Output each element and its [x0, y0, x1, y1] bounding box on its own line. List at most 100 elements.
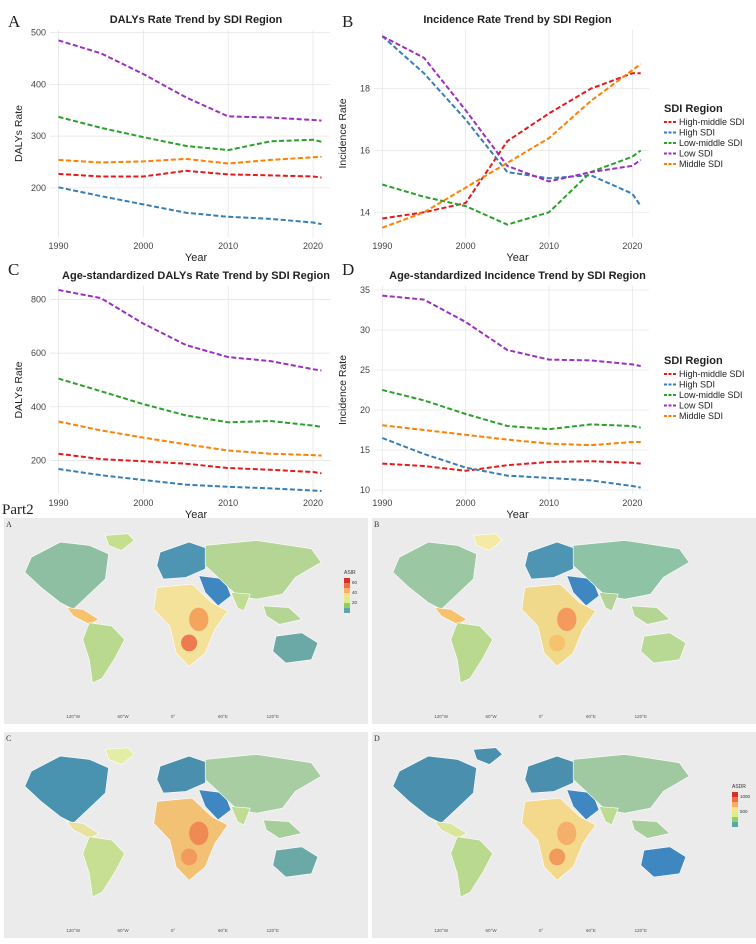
x-tick-label: 2010 — [539, 498, 559, 508]
continent-south-america — [82, 622, 126, 684]
scale-segment — [344, 593, 350, 598]
series-line-high-sdi — [58, 468, 322, 492]
southern-africa-hotspot — [549, 848, 566, 866]
scale-segment — [732, 817, 738, 822]
y-tick-label: 20 — [360, 405, 370, 415]
legend-entry: High SDI — [679, 128, 715, 138]
series-line-middle-sdi — [382, 424, 641, 447]
y-tick-label: 25 — [360, 365, 370, 375]
scale-title: ASDR — [732, 784, 746, 790]
continent-greenland — [104, 747, 135, 765]
longitude-tick: 120°E — [267, 928, 279, 933]
x-axis-label-a: Year — [185, 252, 208, 262]
legend-entry: Low-middle SDI — [679, 390, 743, 400]
chart-title-a: DALYs Rate Trend by SDI Region — [110, 14, 283, 26]
longitude-tick: 0° — [539, 928, 544, 933]
y-tick-label: 400 — [31, 79, 46, 89]
y-tick-label: 18 — [360, 84, 370, 94]
chart-d: 1990 2000 2010 2020 10 15 20 25 30 35 Age-standard… — [337, 270, 649, 520]
chart-b: 1990 2000 2010 2020 14 16 18 Incidence Rate Tre… — [337, 14, 649, 262]
x-tick-label: 2020 — [622, 498, 642, 508]
continent-europe — [524, 541, 577, 580]
y-tick-label: 400 — [31, 402, 46, 412]
scale-segment — [344, 583, 350, 588]
legend-entry: Low-middle SDI — [679, 138, 743, 148]
continent-south-asia — [230, 806, 251, 826]
x-tick-label: 1990 — [48, 498, 68, 508]
continent-north-america — [24, 541, 109, 610]
longitude-tick: 120°W — [434, 714, 448, 719]
chart-c: 1990 2000 2010 2020 200 400 600 800 Age-standard… — [13, 270, 330, 520]
chart-title-d: Age-standardized Incidence Trend by SDI … — [389, 270, 646, 282]
continent-south-asia — [598, 592, 619, 612]
y-tick-label: 30 — [360, 325, 370, 335]
continent-australia — [272, 632, 319, 664]
continent-europe — [156, 541, 209, 580]
legend-title: SDI Region — [664, 355, 723, 367]
y-tick-label: 14 — [360, 207, 370, 217]
series-line-low-middle-sdi — [382, 389, 641, 431]
scale-tick: 500 — [740, 809, 748, 814]
x-tick-label: 2000 — [456, 241, 476, 251]
chart-a: 1990 2000 2010 2020 200 300 400 500 DALYs Rate T… — [13, 14, 330, 262]
y-axis-label-c: DALYs Rate — [13, 361, 25, 418]
series-line-high-middle-sdi — [58, 452, 322, 475]
continent-greenland — [472, 533, 503, 551]
continent-north-america — [24, 755, 109, 824]
x-tick-label: 2010 — [539, 241, 559, 251]
series-line-middle-sdi — [58, 420, 322, 457]
longitude-tick: 60°E — [586, 714, 596, 719]
panel-letter-b: B — [342, 12, 354, 31]
panel-letter-a: A — [8, 12, 21, 31]
world-map-c: 120°W 60°W 0° 60°E 120°E — [24, 747, 322, 933]
scale-tick: 1000 — [740, 794, 751, 799]
scale-segment — [732, 792, 738, 797]
longitude-tick: 0° — [171, 714, 176, 719]
panel-letter-c: C — [8, 260, 20, 279]
continent-australia — [640, 632, 687, 664]
continent-asia — [204, 754, 322, 814]
continent-southeast-asia — [262, 819, 303, 839]
continent-south-asia — [598, 806, 619, 826]
map-letter-b: B — [374, 520, 380, 529]
longitude-tick: 120°W — [66, 714, 80, 719]
world-map-a: 120°W 60°W 0° 60°E 120°E ASIR 60 40 20 — [24, 533, 358, 719]
longitude-tick: 120°E — [635, 714, 647, 719]
series-line-middle-sdi — [58, 155, 322, 165]
series-line-high-sdi — [381, 35, 642, 207]
legend-entry: High SDI — [679, 380, 715, 390]
x-tick-label: 2020 — [622, 241, 642, 251]
map-letter-c: C — [6, 734, 12, 743]
longitude-tick: 60°E — [218, 714, 228, 719]
x-tick-label: 2020 — [303, 241, 323, 251]
legend-entry: Middle SDI — [679, 159, 723, 169]
y-tick-label: 16 — [360, 145, 370, 155]
continent-australia — [640, 846, 687, 878]
series-line-middle-sdi — [381, 63, 642, 229]
y-tick-label: 200 — [31, 455, 46, 465]
x-tick-label: 2000 — [133, 241, 153, 251]
x-tick-label: 2010 — [218, 498, 238, 508]
map-letter-d: D — [374, 734, 380, 743]
y-axis-label-b: Incidence Rate — [337, 98, 349, 168]
continent-south-america — [82, 836, 126, 898]
longitude-tick: 120°E — [267, 714, 279, 719]
y-tick-label: 800 — [31, 294, 46, 304]
continent-europe — [156, 755, 209, 794]
y-tick-label: 300 — [31, 131, 46, 141]
plot-area-c — [50, 286, 330, 494]
scale-tick: 40 — [352, 590, 358, 595]
series-line-low-middle-sdi — [382, 149, 642, 226]
longitude-tick: 120°E — [635, 928, 647, 933]
x-tick-label: 1990 — [372, 498, 392, 508]
continent-asia — [572, 540, 690, 600]
continent-asia — [204, 540, 322, 600]
continent-australia — [272, 846, 319, 878]
continent-south-america — [450, 622, 494, 684]
legend-entry: Low SDI — [679, 401, 713, 411]
world-map-b: 120°W 60°W 0° 60°E 120°E — [392, 533, 690, 719]
scale-segment — [732, 797, 738, 802]
longitude-tick: 60°W — [118, 928, 130, 933]
